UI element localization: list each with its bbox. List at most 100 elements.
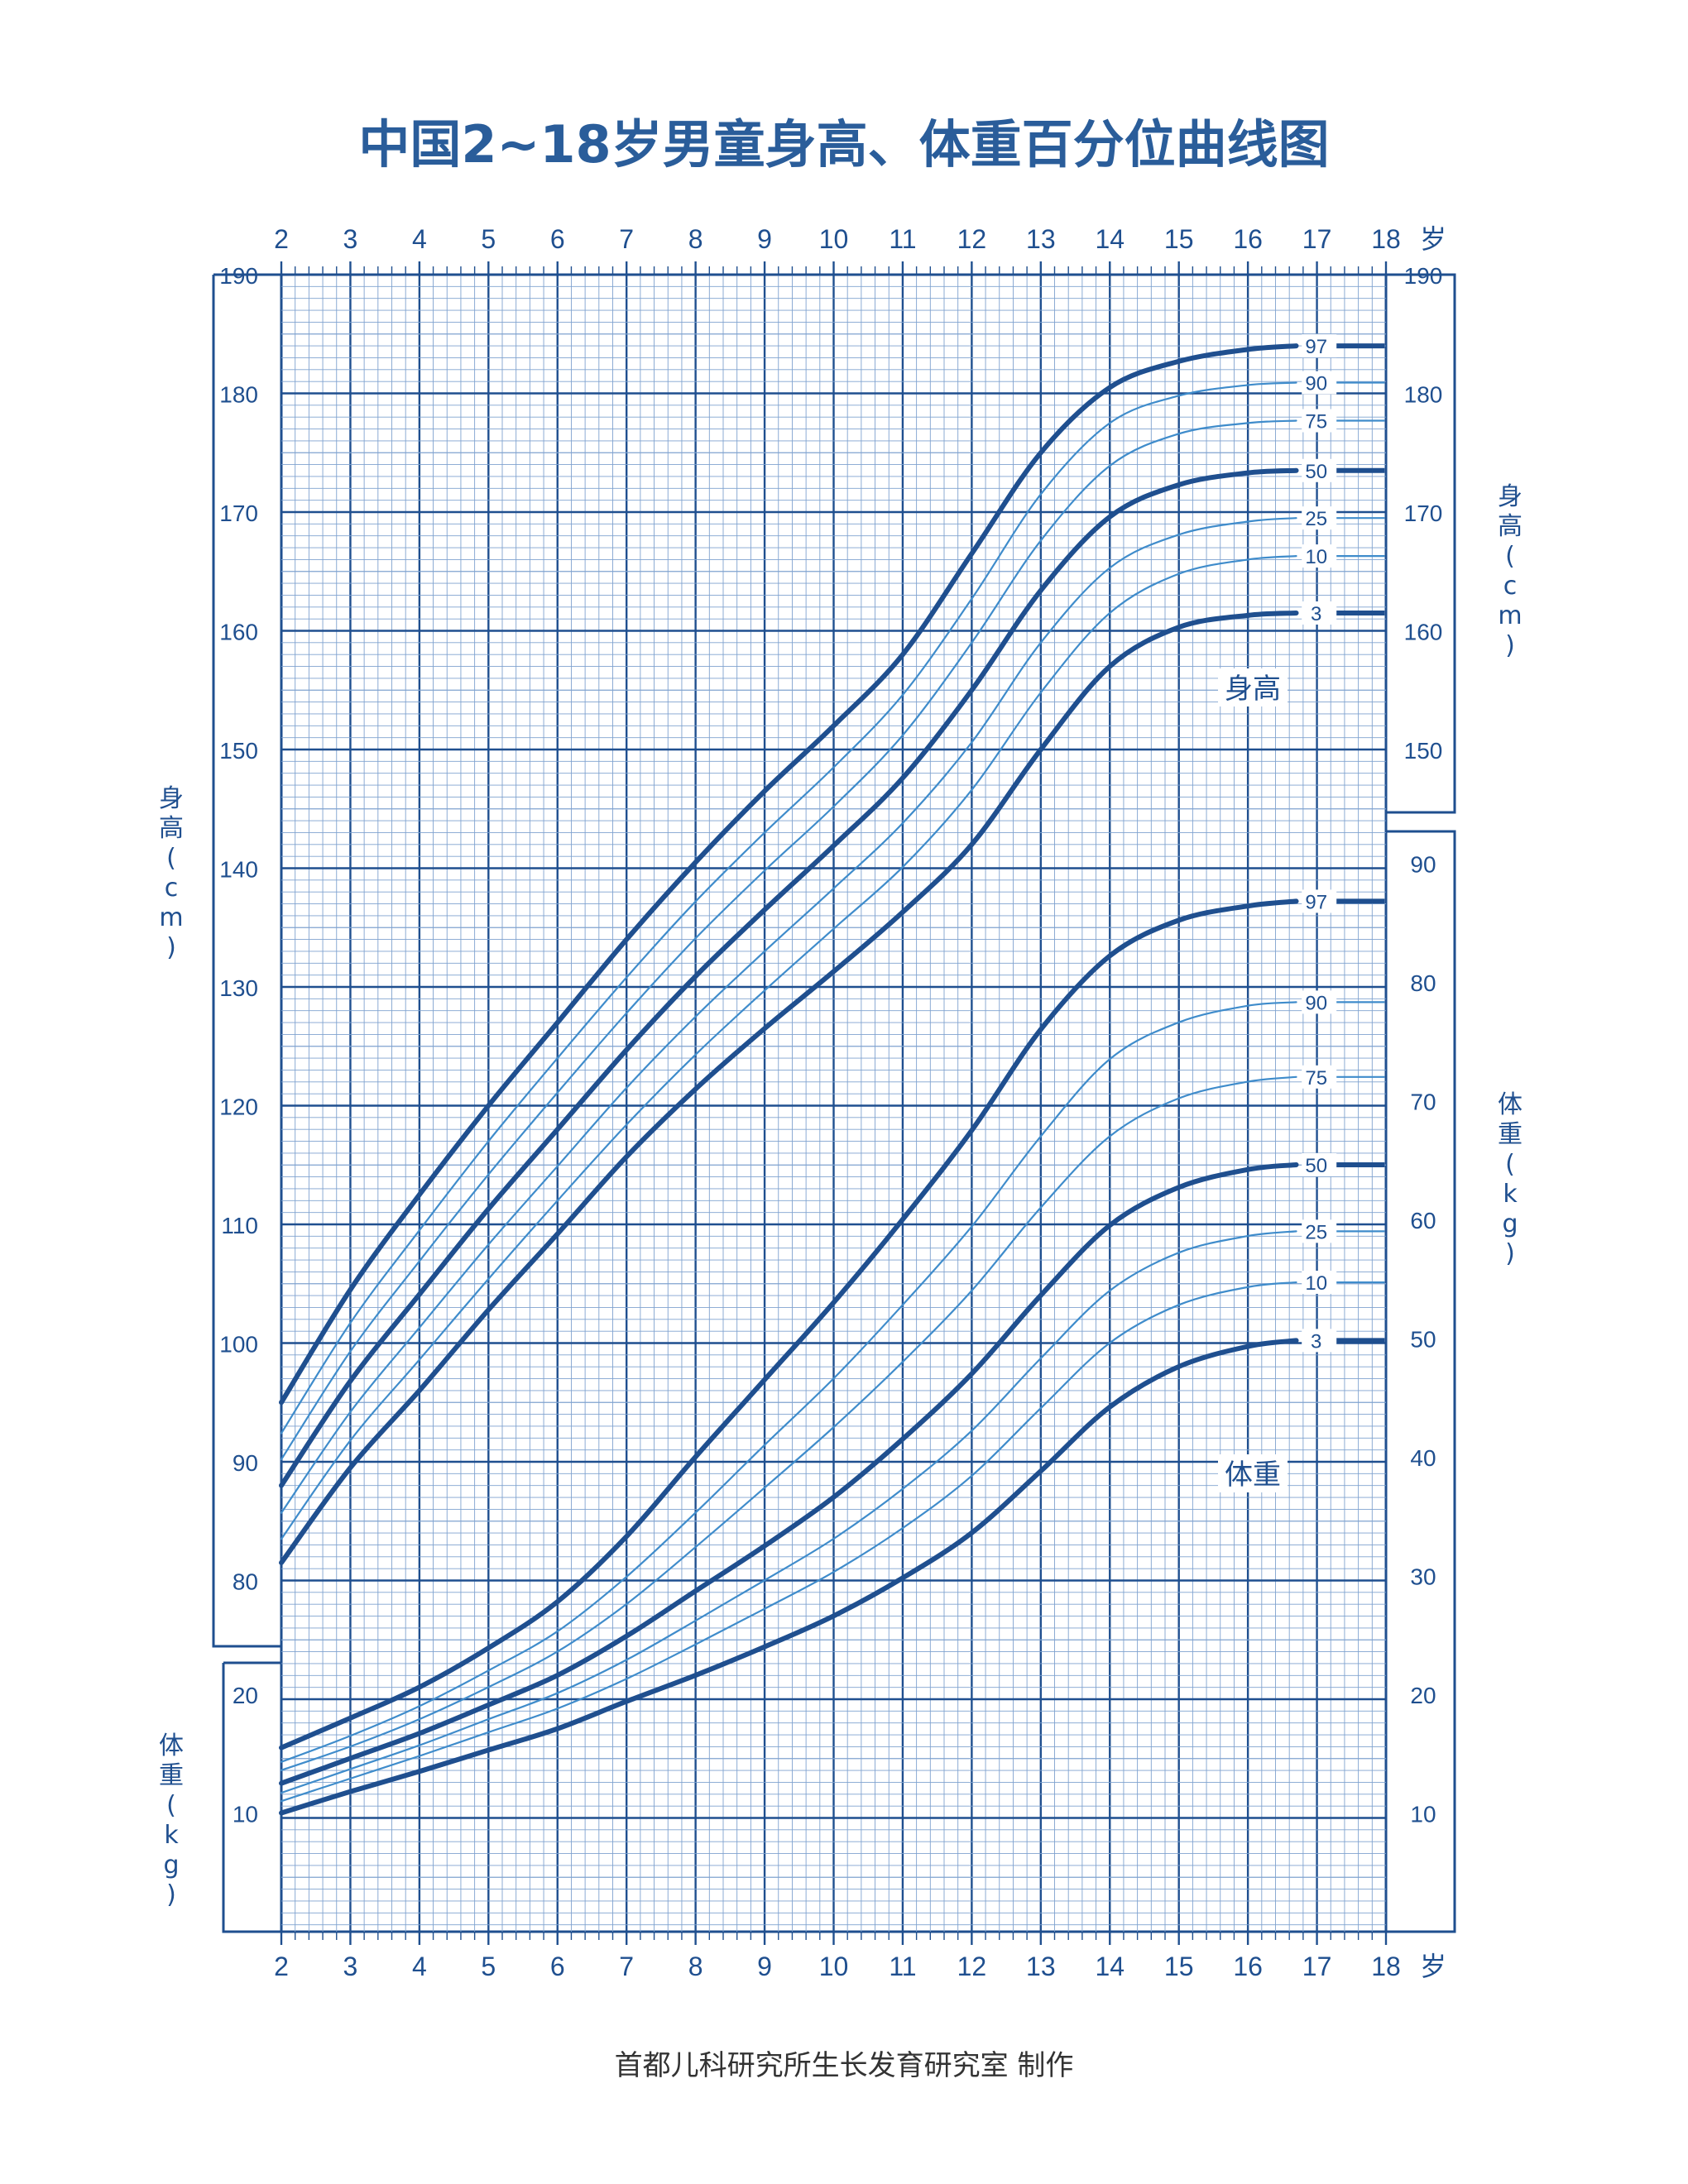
weight-percentile-label-bg	[1302, 1065, 1337, 1089]
age-tick-label-top: 15	[1164, 224, 1194, 254]
height-axis-label-right-char: c	[1503, 572, 1518, 601]
height-curve-p90	[280, 381, 1297, 1434]
height-percentile-label-p90: 90	[1305, 373, 1327, 395]
weight-tick-label-right: 40	[1410, 1445, 1436, 1471]
height-axis-label-left-char: m	[159, 903, 183, 932]
weight-percentile-label-p25: 25	[1305, 1221, 1327, 1243]
height-tick-label-left: 90	[233, 1450, 258, 1476]
age-tick-label-top: 2	[274, 224, 289, 254]
height-percentile-label-bg	[1302, 544, 1337, 568]
height-tick-label-right: 170	[1404, 500, 1443, 526]
height-percentile-label-bg	[1302, 371, 1337, 395]
height-tick-label-left: 110	[221, 1213, 258, 1238]
height-percentile-label-bg	[1302, 458, 1337, 482]
age-tick-label-top: 16	[1233, 224, 1263, 254]
weight-tick-label-right: 20	[1410, 1683, 1436, 1708]
weight-curve-p10	[280, 1281, 1297, 1803]
weight-axis-label-left-char: 重	[159, 1761, 184, 1790]
age-tick-label-bottom: 16	[1233, 1952, 1263, 1981]
height-percentile-label-bg	[1302, 334, 1337, 358]
height-tick-label-left: 100	[219, 1332, 258, 1358]
height-curve-p75	[280, 419, 1297, 1461]
age-unit-bottom: 岁	[1420, 1952, 1446, 1981]
age-tick-label-top: 9	[757, 224, 772, 254]
age-tick-label-top: 6	[550, 224, 565, 254]
height-curve-p3	[279, 610, 1299, 1565]
height-tick-label-left: 160	[219, 620, 258, 645]
weight-percentile-label-p75: 75	[1305, 1067, 1327, 1090]
weight-axis-label-left-char: 体	[159, 1731, 184, 1760]
weight-axis-label-right-char: g	[1502, 1209, 1518, 1238]
age-tick-label-bottom: 18	[1371, 1952, 1401, 1981]
age-tick-label-top: 13	[1026, 224, 1056, 254]
age-tick-label-top: 10	[819, 224, 849, 254]
age-tick-label-bottom: 8	[688, 1952, 703, 1981]
height-curve-p25	[280, 517, 1297, 1514]
age-tick-label-bottom: 4	[412, 1952, 427, 1981]
weight-tick-label-right: 50	[1410, 1327, 1436, 1353]
chart-credit: 首都儿科研究所生长发育研究室 制作	[615, 2049, 1074, 2082]
height-tick-label-left: 130	[219, 975, 258, 1001]
weight-percentile-label-p90: 90	[1305, 992, 1327, 1014]
weight-percentile-label-bg	[1302, 1329, 1337, 1353]
age-tick-label-bottom: 12	[957, 1952, 987, 1981]
weight-tick-label-right: 90	[1410, 852, 1436, 878]
weight-axis-label-right-char: k	[1503, 1180, 1518, 1209]
height-tick-label-left: 150	[219, 738, 258, 764]
height-percentile-label-p97: 97	[1305, 336, 1327, 358]
height-tick-label-right: 190	[1404, 263, 1443, 289]
weight-axis-label-left-char: (	[166, 1791, 176, 1820]
age-tick-label-top: 8	[688, 224, 703, 254]
weight-curve-p90	[280, 1001, 1297, 1763]
weight-tick-label-right: 80	[1410, 970, 1436, 996]
age-tick-label-bottom: 3	[343, 1952, 358, 1981]
weight-tick-label-left: 20	[233, 1683, 258, 1708]
height-axis-label-right-char: m	[1498, 601, 1522, 630]
weight-axis-label-right: 体重(kg)	[1498, 1090, 1523, 1268]
height-axis-label-left-char: 身	[159, 784, 184, 813]
height-percentile-label-p50: 50	[1305, 461, 1327, 483]
height-panel-label-bg	[1218, 668, 1288, 706]
weight-curve-p50	[279, 1161, 1299, 1786]
weight-axis-label-left-char: g	[163, 1851, 179, 1880]
height-axis-label-right-char: 身	[1498, 482, 1523, 511]
height-percentile-label-bg	[1302, 506, 1337, 530]
age-tick-label-bottom: 14	[1095, 1952, 1125, 1981]
height-percentile-label-p10: 10	[1305, 546, 1327, 568]
weight-tick-label-left: 10	[233, 1802, 258, 1827]
chart-labels: 2 2 3 3 4 4 5 5 6 6 7 7 8 8 9 9 10 10 11 11 12 12 13 13 14 14 15 15…	[159, 224, 1523, 1981]
weight-curve-p25	[280, 1230, 1297, 1794]
height-axis-label-left-char: )	[166, 933, 176, 962]
height-tick-label-left: 180	[219, 382, 258, 408]
height-tick-label-right: 150	[1404, 738, 1443, 764]
weight-percentile-label-p50: 50	[1305, 1155, 1327, 1177]
age-tick-label-top: 5	[481, 224, 496, 254]
weight-axis-label-left-char: k	[164, 1821, 179, 1850]
weight-axis-label-right-char: (	[1505, 1150, 1515, 1179]
axis-ticks	[280, 261, 1388, 1945]
weight-scale-box-right	[1386, 830, 1456, 1933]
height-tick-label-left: 140	[219, 857, 258, 883]
age-tick-label-bottom: 9	[757, 1952, 772, 1981]
age-tick-label-bottom: 17	[1302, 1952, 1332, 1981]
age-tick-label-bottom: 6	[550, 1952, 565, 1981]
weight-percentile-label-p97: 97	[1305, 891, 1327, 913]
weight-percentile-label-bg	[1302, 889, 1337, 913]
height-tick-label-left: 80	[233, 1569, 258, 1595]
height-panel-label: 身高	[1225, 673, 1281, 706]
age-tick-label-top: 17	[1302, 224, 1332, 254]
height-curve-p50	[279, 467, 1299, 1488]
height-curve-p10	[280, 554, 1297, 1540]
weight-axis-label-right-char: 重	[1498, 1120, 1523, 1149]
height-axis-label-left-char: c	[165, 874, 179, 903]
height-percentile-label-p75: 75	[1305, 411, 1327, 433]
age-tick-label-bottom: 11	[889, 1952, 916, 1981]
height-scale-box-left	[212, 273, 281, 1648]
age-tick-label-top: 7	[619, 224, 634, 254]
height-tick-label-left: 190	[219, 263, 258, 289]
weight-panel-label-bg	[1218, 1454, 1288, 1492]
weight-tick-label-right: 10	[1410, 1802, 1436, 1827]
chart-title: 中国2~18岁男童身高、体重百分位曲线图	[358, 114, 1329, 175]
height-curve-p97	[279, 343, 1299, 1406]
